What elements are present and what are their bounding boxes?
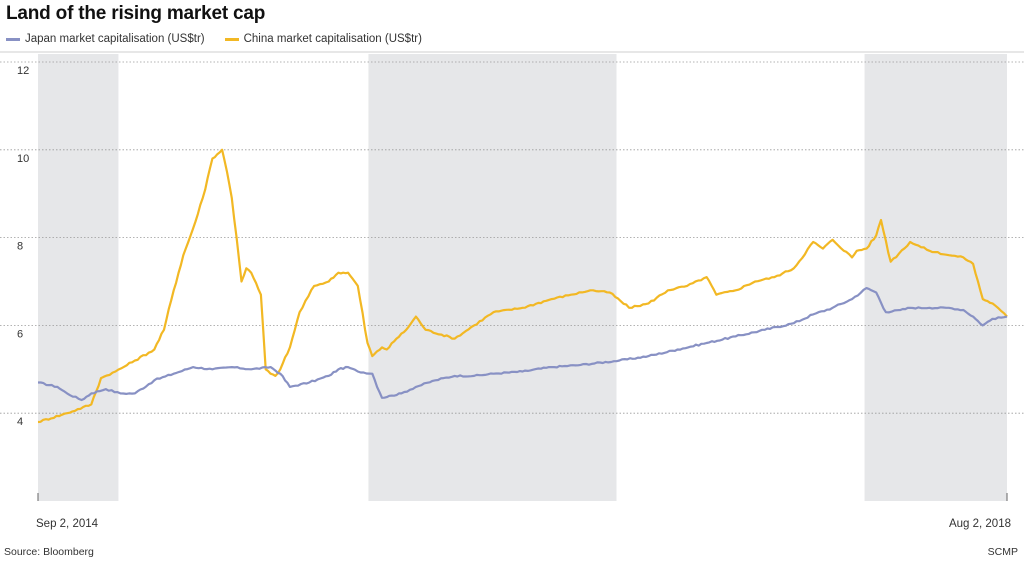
x-tick-label-start: Sep 2, 2014	[36, 518, 99, 530]
y-tick-label-4: 4	[17, 416, 23, 428]
y-tick-label-6: 6	[17, 328, 23, 340]
shaded-period-2	[368, 54, 617, 501]
series-line-china	[37, 148, 1008, 424]
shaded-periods	[38, 54, 1007, 501]
legend-swatch-china	[224, 37, 239, 41]
y-tick-label-8: 8	[17, 241, 23, 253]
x-tick-label-end: Aug 2, 2018	[949, 518, 1011, 530]
legend: Japan market capitalisation (US$tr) Chin…	[6, 32, 442, 46]
source-note: Source: Bloomberg	[4, 546, 94, 558]
series-lines	[37, 148, 1008, 424]
series-line-japan	[38, 287, 1008, 402]
gridlines	[0, 51, 1024, 414]
chart-title: Land of the rising market cap	[6, 3, 266, 24]
legend-swatch-japan	[6, 37, 20, 41]
y-tick-label-12: 12	[17, 65, 29, 77]
x-axis: Sep 2, 2014 Aug 2, 2018	[36, 493, 1011, 530]
shaded-period-3	[864, 54, 1007, 501]
legend-item-japan: Japan market capitalisation (US$tr)	[6, 33, 205, 45]
credit-note: SCMP	[987, 546, 1018, 558]
y-tick-label-10: 10	[17, 153, 29, 165]
legend-label-china: China market capitalisation (US$tr)	[243, 33, 422, 45]
shaded-period-1	[38, 54, 119, 501]
y-axis-labels: 4 6 8 10 12	[17, 65, 29, 428]
legend-item-china: China market capitalisation (US$tr)	[224, 33, 422, 45]
legend-label-japan: Japan market capitalisation (US$tr)	[25, 33, 205, 45]
